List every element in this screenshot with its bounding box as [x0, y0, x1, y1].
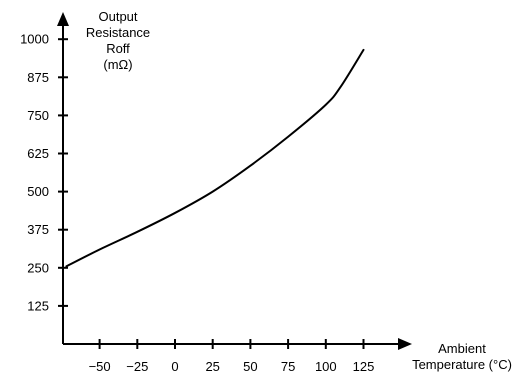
y-tick-label: 125 [27, 298, 49, 313]
y-tick-label: 500 [27, 184, 49, 199]
x-tick-label: 125 [353, 359, 375, 374]
x-tick-label: −25 [126, 359, 148, 374]
x-tick-label: 100 [315, 359, 337, 374]
x-axis-title: Ambient Temperature (°C) [412, 341, 512, 372]
y-ticks: 125 250 375 500 625 750 875 1000 [20, 32, 68, 313]
x-axis-title-text: Ambient Temperature (°C) [412, 341, 512, 372]
x-ticks: −50 −25 0 25 50 75 100 125 [89, 339, 375, 374]
y-axis-arrowhead [57, 12, 69, 26]
y-tick-label: 250 [27, 260, 49, 275]
y-tick-label: 875 [27, 70, 49, 85]
x-tick-label: −50 [89, 359, 111, 374]
x-tick-label: 0 [171, 359, 178, 374]
x-tick-label: 75 [281, 359, 295, 374]
x-tick-label: 50 [243, 359, 257, 374]
y-axis-title: Output Resistance Roff (mΩ) [86, 9, 150, 72]
y-tick-label: 1000 [20, 32, 49, 47]
y-axis-title-text: Output Resistance Roff (mΩ) [86, 9, 150, 72]
x-axis-arrowhead [398, 338, 412, 350]
x-tick-label: 25 [205, 359, 219, 374]
y-tick-label: 625 [27, 146, 49, 161]
y-tick-label: 750 [27, 108, 49, 123]
series-line-output-resistance [65, 48, 365, 268]
y-tick-label: 375 [27, 222, 49, 237]
